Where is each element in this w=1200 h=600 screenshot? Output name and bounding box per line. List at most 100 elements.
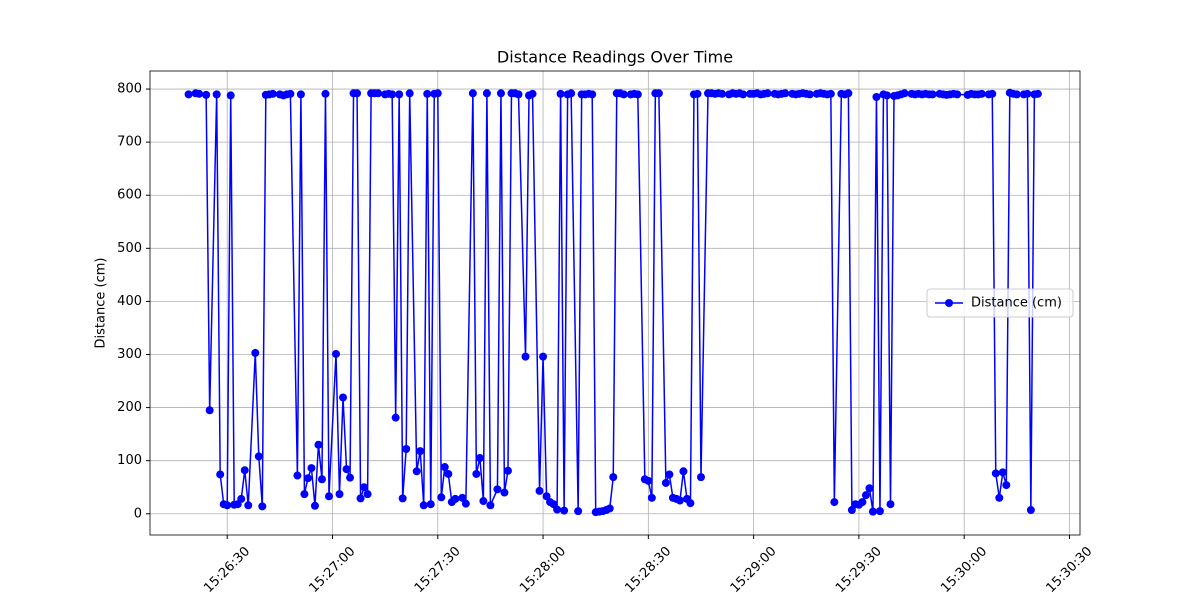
y-tick-label: 500	[117, 241, 142, 256]
data-point	[363, 490, 372, 499]
data-point	[388, 90, 397, 99]
data-point	[686, 499, 695, 508]
data-point	[739, 90, 748, 99]
data-point	[988, 89, 997, 98]
data-point	[423, 89, 432, 98]
data-point	[830, 498, 839, 507]
data-point	[184, 90, 193, 99]
y-tick-label: 0	[134, 506, 142, 521]
data-point	[437, 493, 446, 502]
data-point	[251, 348, 260, 357]
data-point	[223, 501, 232, 510]
data-point	[844, 89, 853, 98]
data-point	[205, 406, 214, 415]
data-point	[1002, 481, 1011, 490]
data-point	[353, 89, 362, 98]
data-point	[342, 465, 351, 474]
data-point	[493, 485, 502, 494]
data-point	[419, 501, 428, 510]
data-point	[991, 469, 1000, 478]
y-tick-label: 300	[117, 347, 142, 362]
data-point	[998, 468, 1007, 477]
data-point	[440, 463, 449, 472]
data-point	[1033, 89, 1042, 98]
data-point	[1023, 89, 1032, 98]
data-point	[588, 90, 597, 99]
data-point	[609, 473, 618, 482]
data-point	[553, 505, 562, 514]
data-point	[858, 498, 867, 507]
data-point	[468, 89, 477, 98]
data-point	[339, 393, 348, 402]
data-point	[805, 90, 814, 99]
data-point	[216, 470, 225, 479]
data-point	[444, 469, 453, 478]
data-point	[633, 90, 642, 99]
data-point	[286, 89, 295, 98]
data-point	[539, 352, 548, 361]
data-point	[303, 474, 312, 483]
data-point	[868, 507, 877, 516]
data-point	[693, 89, 702, 98]
data-point	[356, 494, 365, 503]
data-point	[995, 493, 1004, 502]
y-tick-label: 600	[117, 188, 142, 203]
data-point	[475, 454, 484, 463]
data-point	[461, 499, 470, 508]
data-line	[188, 91, 1039, 514]
data-point	[258, 502, 267, 511]
data-point	[865, 484, 874, 493]
data-point	[307, 464, 316, 473]
data-point	[953, 90, 962, 99]
y-tick-label: 800	[117, 82, 142, 97]
data-point	[900, 89, 909, 98]
data-point	[847, 506, 856, 515]
data-point	[679, 467, 688, 476]
legend-box	[926, 288, 1074, 318]
data-point	[391, 413, 400, 422]
data-point	[496, 89, 505, 98]
data-point	[360, 483, 369, 492]
y-tick-label: 200	[117, 400, 142, 415]
data-point	[696, 473, 705, 482]
chart-title: Distance Readings Over Time	[497, 48, 733, 67]
data-point	[395, 90, 404, 99]
data-point	[240, 466, 249, 475]
data-point	[928, 90, 937, 99]
data-point	[528, 89, 537, 98]
data-point	[324, 492, 333, 501]
data-point	[781, 89, 790, 98]
data-point	[244, 501, 253, 510]
data-point	[661, 478, 670, 487]
data-point	[647, 493, 656, 502]
data-point	[212, 90, 221, 99]
data-point	[254, 452, 263, 461]
y-tick-label: 400	[117, 294, 142, 309]
data-point	[346, 473, 355, 482]
y-tick-label: 100	[117, 453, 142, 468]
data-point	[296, 90, 305, 99]
data-point	[472, 469, 481, 478]
data-point	[654, 89, 663, 98]
data-point	[433, 89, 442, 98]
data-point	[314, 440, 323, 449]
data-point	[1026, 506, 1035, 515]
data-point	[317, 475, 326, 484]
legend-label: Distance (cm)	[971, 296, 1062, 311]
data-point	[977, 89, 986, 98]
data-point	[486, 501, 495, 510]
plot-frame	[149, 70, 1081, 536]
data-point	[426, 500, 435, 509]
data-point	[567, 89, 576, 98]
data-point	[861, 491, 870, 500]
data-point	[451, 494, 460, 503]
data-point	[763, 89, 772, 98]
data-point	[556, 89, 565, 98]
data-point	[718, 89, 727, 98]
data-point	[405, 89, 414, 98]
data-point	[412, 467, 421, 476]
data-point	[202, 90, 211, 99]
data-point	[826, 89, 835, 98]
data-point	[872, 93, 881, 102]
